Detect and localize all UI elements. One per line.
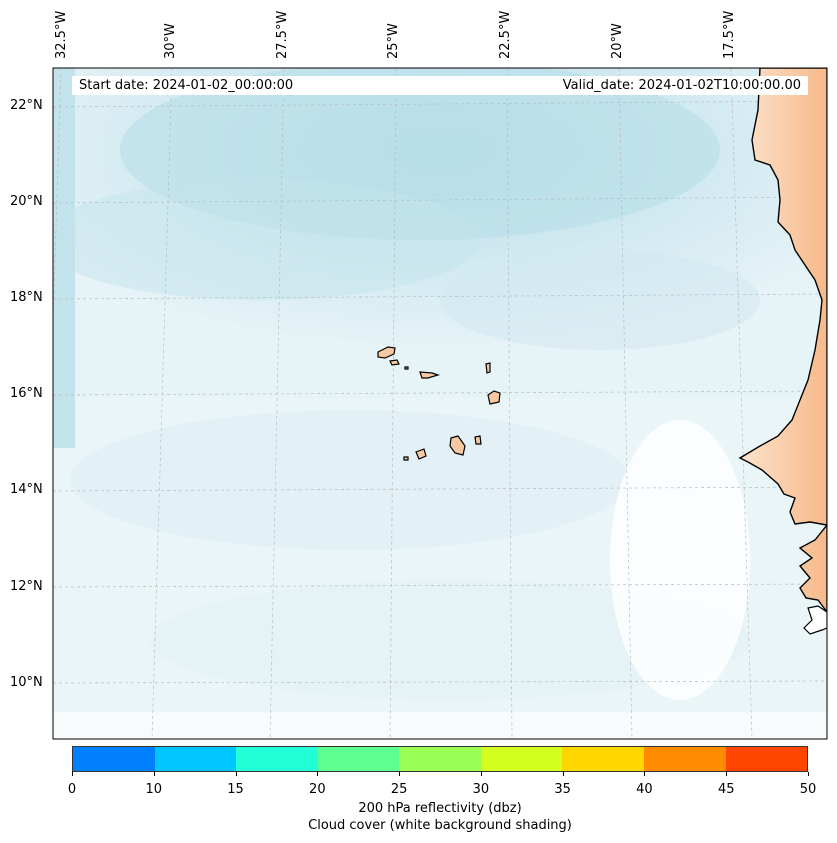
colorbar-tick-mark [480, 772, 482, 776]
colorbar-tick-label: 15 [227, 782, 244, 797]
island-sal [485, 362, 491, 374]
lat-label: 16°N [10, 386, 43, 401]
colorbar-segment [725, 747, 808, 771]
colorbar-tick-mark [726, 772, 728, 776]
lat-label: 14°N [10, 482, 43, 497]
lat-label: 10°N [10, 675, 43, 690]
lat-label: 18°N [10, 290, 43, 305]
island-brava [403, 456, 409, 461]
lon-label: 22.5°W [498, 10, 513, 59]
colorbar-tick-label: 25 [390, 782, 408, 797]
colorbar-segment [399, 747, 481, 771]
colorbar-label-1: 200 hPa reflectivity (dbz) [358, 801, 522, 816]
lon-label: 25°W [386, 23, 401, 59]
colorbar-tick-label: 45 [717, 782, 735, 797]
colorbar-tick-mark [153, 772, 155, 776]
start-date-label: Start date: 2024-01-02_00:00:00 [79, 78, 294, 93]
colorbar-segment [562, 747, 644, 771]
lon-label: 17.5°W [722, 10, 737, 59]
colorbar-tick-mark [808, 772, 809, 776]
colorbar-tick-label: 35 [554, 782, 571, 797]
graticule [53, 68, 827, 739]
lat-label: 12°N [10, 579, 43, 594]
lat-label: 22°N [10, 98, 43, 113]
colorbar-tick-mark [317, 772, 319, 776]
lon-label: 20°W [610, 23, 625, 59]
colorbar-tick-label: 20 [309, 782, 326, 797]
island-sao-vicente [389, 359, 400, 366]
colorbar-segment [154, 747, 237, 771]
island-santa-luzia [404, 366, 409, 370]
colorbar-tick-mark [644, 772, 646, 776]
africa-coastline [738, 68, 827, 614]
colorbar-tick-label: 50 [799, 782, 817, 797]
colorbar-label-2: Cloud cover (white background shading) [308, 818, 572, 833]
colorbar-tick-mark [235, 772, 237, 776]
island-fogo [415, 448, 427, 460]
colorbar-tick-mark [399, 772, 401, 776]
date-info-bar: Start date: 2024-01-02_00:00:00 Valid_da… [72, 76, 808, 95]
cape-verde-islands [377, 346, 501, 461]
colorbar-tick-label: 40 [636, 782, 653, 797]
bissagos-islands [803, 605, 827, 635]
clear-sky-patch [610, 420, 750, 700]
valid-date-label: Valid_date: 2024-01-02T10:00:00.00 [562, 78, 801, 93]
island-santiago [449, 435, 466, 456]
colorbar-tick-label: 30 [472, 782, 490, 797]
colorbar-segment [317, 747, 400, 771]
colorbar-tick-mark [562, 772, 564, 776]
island-boa-vista [487, 390, 501, 405]
map-frame [52, 67, 828, 740]
cloud-band-2 [53, 180, 480, 300]
colorbar-tick-mark [72, 772, 73, 776]
cloud-band-4 [70, 410, 630, 550]
cloud-band-5 [150, 580, 750, 700]
colorbar-segment [480, 747, 563, 771]
colorbar-segment [236, 747, 318, 771]
island-maio [474, 435, 482, 445]
colorbar-segment [73, 747, 155, 771]
colorbar-tick-label: 10 [145, 782, 163, 797]
colorbar [72, 746, 808, 772]
clear-sky-south [53, 712, 827, 739]
lon-label: 32.5°W [54, 10, 69, 59]
island-sao-nicolau [419, 371, 440, 379]
lat-label: 20°N [10, 194, 43, 209]
lon-label: 30°W [163, 23, 178, 59]
colorbar-tick-label: 0 [67, 782, 77, 797]
island-santo-antao [377, 346, 396, 359]
lon-label: 27.5°W [275, 10, 290, 59]
cloud-band-3 [440, 250, 760, 350]
colorbar-segment [643, 747, 726, 771]
